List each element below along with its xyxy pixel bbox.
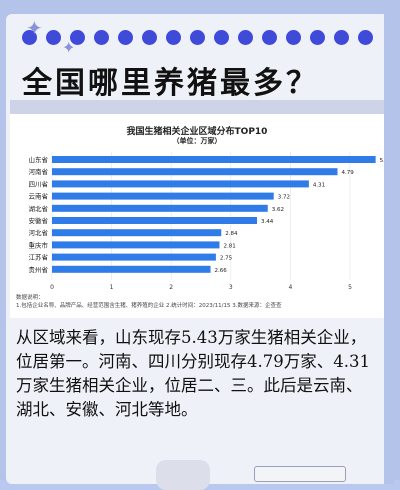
decor-dots xyxy=(22,30,382,46)
y-tick-label: 贵州省 xyxy=(29,265,49,274)
bar xyxy=(52,241,220,249)
decor-dot xyxy=(310,30,325,45)
decor-dot xyxy=(214,30,229,45)
x-tick-label: 1 xyxy=(110,284,114,289)
decor-dot xyxy=(118,30,133,45)
x-tick-label: 4 xyxy=(288,284,292,289)
decor-dot xyxy=(262,30,277,45)
decor-dot xyxy=(166,30,181,45)
y-tick-label: 安徽省 xyxy=(29,216,49,225)
data-label: 4.79 xyxy=(341,170,354,176)
right-edge xyxy=(384,14,394,484)
y-tick-label: 四川省 xyxy=(29,179,49,188)
decor-dot xyxy=(238,30,253,45)
decor-dot xyxy=(70,30,85,45)
y-tick-label: 河北省 xyxy=(29,228,49,237)
decor-dot xyxy=(334,30,349,45)
decor-dot xyxy=(142,30,157,45)
notes-heading: 数据说明： xyxy=(16,295,44,301)
chart-notes: 数据说明： 1.包括企业名称、品牌产品、经营范围含生猪、猪养殖的企业 2.统计时… xyxy=(16,294,281,310)
chart-title: 我国生猪相关企业区域分布TOP10 xyxy=(126,127,268,137)
bar xyxy=(52,180,309,188)
bar xyxy=(52,204,268,212)
y-tick-label: 江苏省 xyxy=(29,253,49,262)
bar xyxy=(52,217,258,224)
y-tick-label: 重庆市 xyxy=(29,240,49,249)
body-paragraph: 从区域来看，山东现存5.43万家生猪相关企业，位居第一。河南、四川分别现存4.7… xyxy=(16,328,370,419)
data-label: 2.84 xyxy=(225,231,238,237)
bar xyxy=(52,192,274,200)
y-tick-label: 云南省 xyxy=(29,192,49,201)
bar xyxy=(52,265,211,273)
data-label: 3.44 xyxy=(261,219,274,225)
data-label: 4.31 xyxy=(313,182,325,188)
data-label: 2.81 xyxy=(223,243,235,249)
notes-line: 1.包括企业名称、品牌产品、经营范围含生猪、猪养殖的企业 2.统计时间：2023… xyxy=(16,303,282,309)
x-tick-label: 3 xyxy=(229,284,233,289)
sparkle-icon: ✦ xyxy=(62,38,76,57)
data-label: 5.43 xyxy=(380,158,384,164)
title-underline xyxy=(10,100,384,114)
decor-dot xyxy=(286,30,301,45)
bar-chart: 0 1 2 3 4 5 山东省 5.43 河南省 4.79 四川省 4.31 云南省 3.72 湖北省 3.6… xyxy=(29,152,384,289)
x-tick-label: 5 xyxy=(348,284,352,289)
data-label: 3.72 xyxy=(278,195,290,201)
x-tick-label: 2 xyxy=(169,284,173,289)
bar xyxy=(52,168,338,176)
bar xyxy=(52,156,376,163)
chart-subtitle: （单位：万家） xyxy=(172,137,222,145)
avatar-icon xyxy=(156,460,210,490)
decor-dot xyxy=(22,30,37,45)
bar xyxy=(52,253,216,261)
y-tick-label: 山东省 xyxy=(29,155,49,164)
decor-dot xyxy=(94,30,109,45)
header: 全国哪里养猪最多？ xyxy=(10,56,384,101)
decor-dot xyxy=(190,30,205,45)
bar xyxy=(52,229,222,237)
sparkle-icon: ✦ xyxy=(26,16,43,40)
y-tick-label: 河南省 xyxy=(29,167,49,176)
chart-card: 我国生猪相关企业区域分布TOP10 （单位：万家） 0 1 2 3 4 5 山东省 5.43 河… xyxy=(10,114,384,318)
data-label: 2.66 xyxy=(215,268,228,274)
x-tick-label: 0 xyxy=(50,284,54,289)
y-tick-label: 湖北省 xyxy=(29,204,49,213)
data-label: 2.75 xyxy=(220,256,233,262)
decor-dot xyxy=(358,30,373,45)
data-label: 3.62 xyxy=(272,207,284,213)
page-title: 全国哪里养猪最多？ xyxy=(22,66,319,101)
decor-dot xyxy=(46,30,61,45)
